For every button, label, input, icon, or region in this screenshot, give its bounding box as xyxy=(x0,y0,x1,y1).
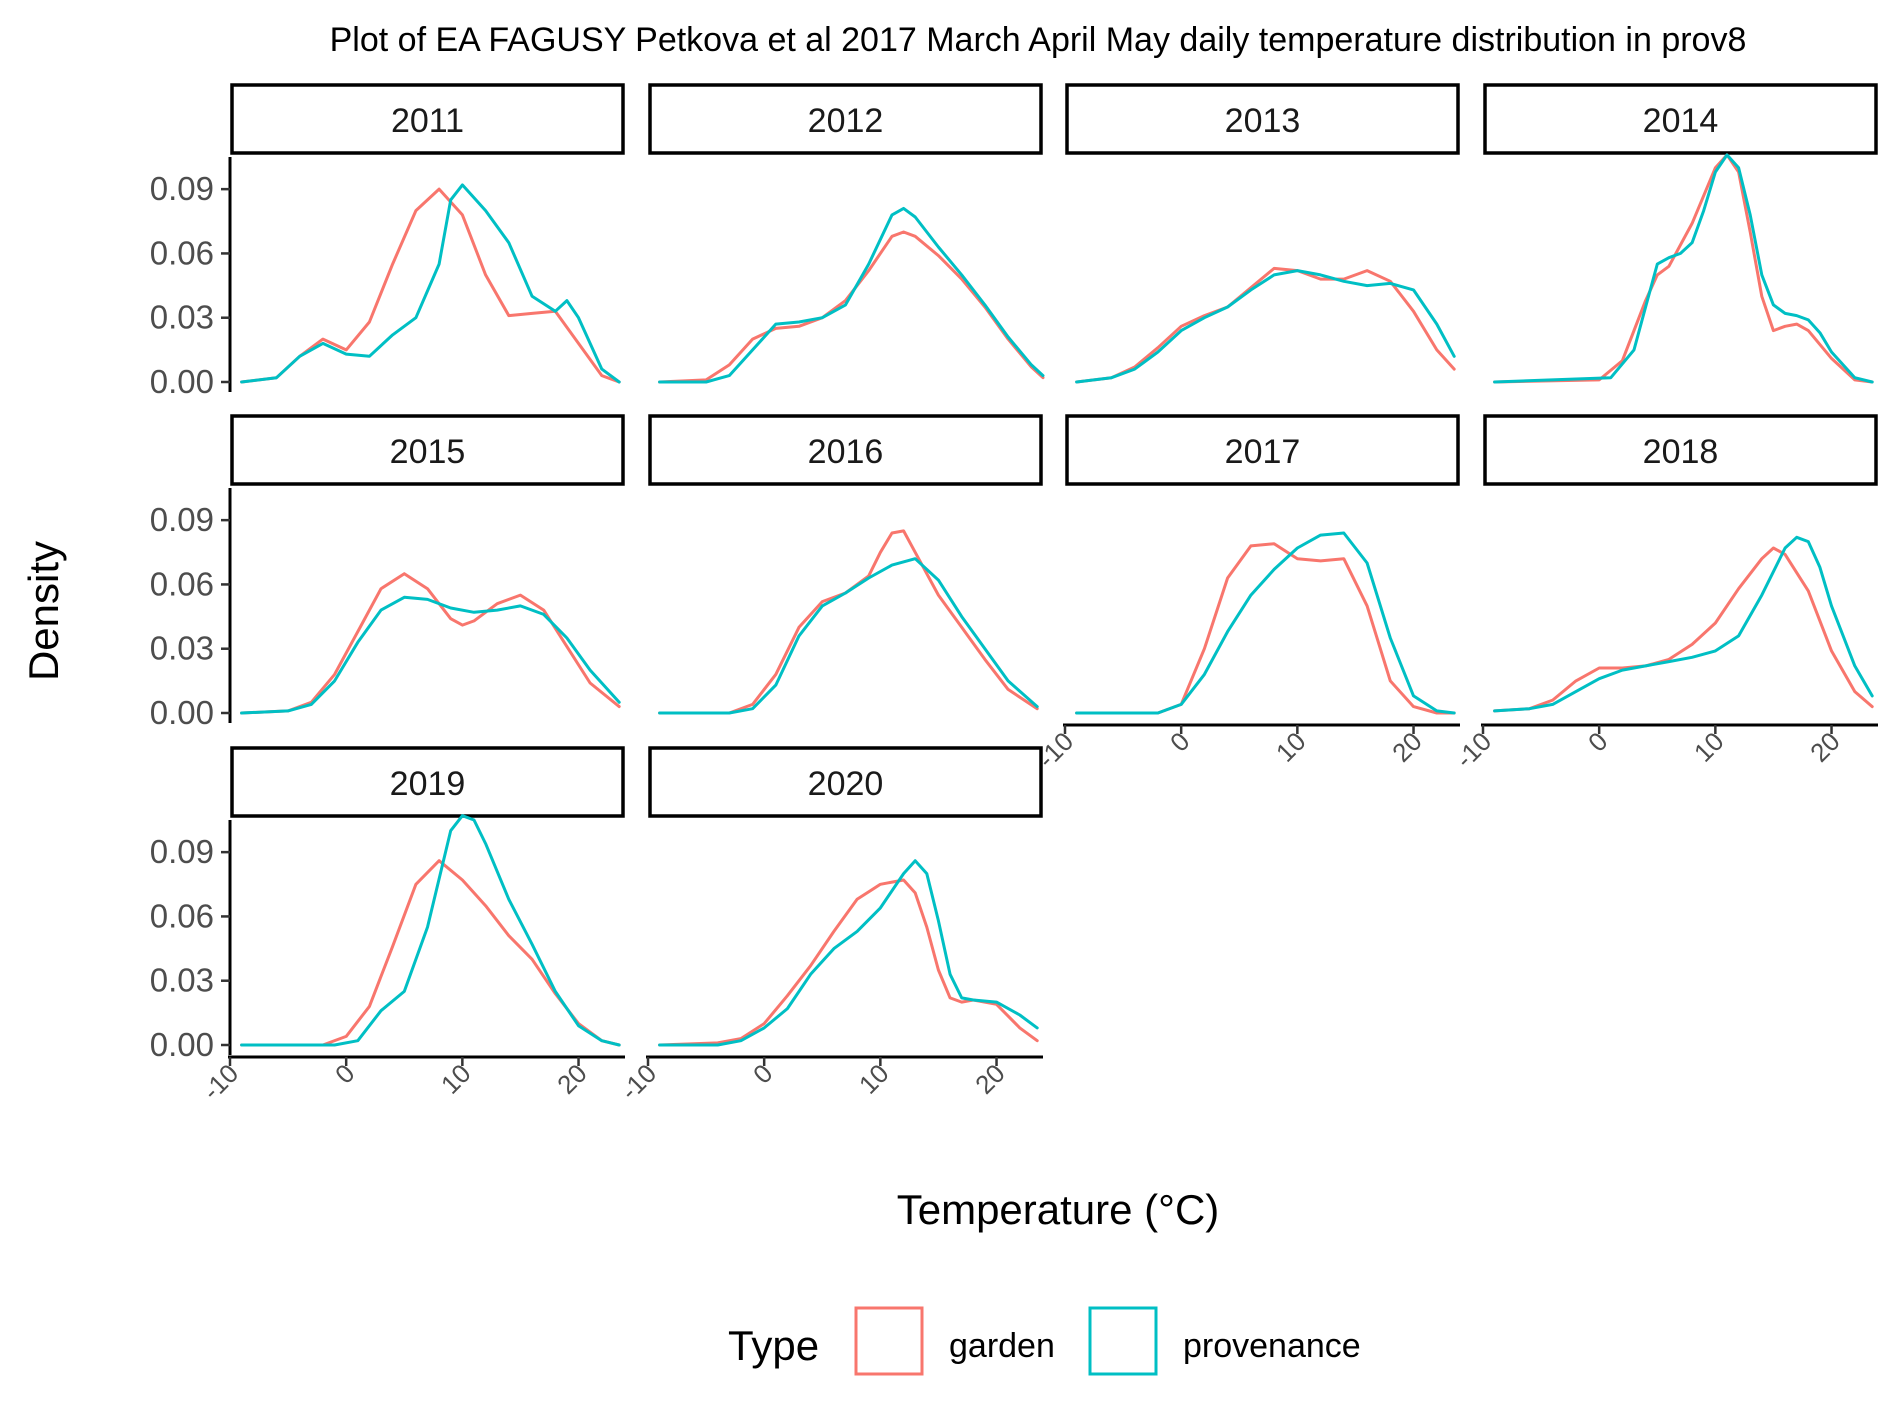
y-tick-label-2015-1: 0.03 xyxy=(150,630,214,667)
facet-strip-2014 xyxy=(1483,83,1878,155)
facet-strip-label-2018: 2018 xyxy=(1643,433,1719,471)
facet-strip-2019 xyxy=(230,746,625,818)
facet-strip-label-2019: 2019 xyxy=(390,765,466,803)
facet-strip-label-2016: 2016 xyxy=(808,433,884,471)
facet-panel-2014: 2014 xyxy=(1483,83,1878,384)
facet-panel-2012: 2012 xyxy=(648,83,1045,384)
legend-key-garden xyxy=(854,1306,924,1376)
facet-strip-2020 xyxy=(648,746,1043,818)
facet-panel-2016: 2016 xyxy=(648,414,1043,715)
legend-title: Type xyxy=(728,1322,819,1369)
density-curve-garden-2018 xyxy=(1493,546,1874,713)
y-tick-label-2019-2: 0.06 xyxy=(150,897,214,934)
legend-label-garden: garden xyxy=(949,1327,1055,1365)
facet-panel-2015: 2015 0.00 0.03 0.06 0.09 xyxy=(150,414,625,731)
y-tick-label-2019-0: 0.00 xyxy=(150,1026,214,1063)
facet-strip-2015 xyxy=(230,414,625,486)
density-curve-provenance-2016 xyxy=(658,557,1039,715)
facet-strip-2018 xyxy=(1483,414,1878,486)
legend: Type garden provenance xyxy=(728,1306,1361,1376)
density-curve-provenance-2015 xyxy=(240,595,621,715)
density-curve-garden-2017 xyxy=(1075,542,1456,715)
density-curve-provenance-2012 xyxy=(658,206,1045,384)
facet-strip-label-2017: 2017 xyxy=(1225,433,1301,471)
facet-strip-2012 xyxy=(648,83,1043,155)
y-tick-label-2011-3: 0.09 xyxy=(150,170,214,207)
facet-panel-2011: 2011 0.00 0.03 0.06 0.09 xyxy=(150,83,625,400)
facet-strip-2017 xyxy=(1065,414,1460,486)
density-curve-provenance-2014 xyxy=(1493,153,1874,384)
y-tick-label-2011-0: 0.00 xyxy=(150,363,214,400)
chart-title: Plot of EA FAGUSY Petkova et al 2017 Mar… xyxy=(330,21,1747,59)
facet-strip-2016 xyxy=(648,414,1043,486)
y-axis-title: Density xyxy=(20,541,67,681)
density-curve-provenance-2020 xyxy=(658,859,1039,1047)
y-tick-label-2015-3: 0.09 xyxy=(150,501,214,538)
facet-strip-2011 xyxy=(230,83,625,155)
density-curve-provenance-2017 xyxy=(1075,531,1456,715)
density-curve-garden-2011 xyxy=(240,187,621,384)
density-curve-provenance-2013 xyxy=(1075,269,1456,384)
facet-strip-2013 xyxy=(1065,83,1460,155)
density-curve-provenance-2011 xyxy=(240,183,621,384)
facet-strip-label-2011: 2011 xyxy=(391,102,464,140)
y-tick-label-2015-0: 0.00 xyxy=(150,694,214,731)
density-curve-garden-2013 xyxy=(1075,266,1456,384)
density-curve-provenance-2019 xyxy=(240,814,621,1047)
y-tick-label-2019-3: 0.09 xyxy=(150,833,214,870)
y-tick-label-2011-1: 0.03 xyxy=(150,299,214,336)
y-tick-label-2019-1: 0.03 xyxy=(150,962,214,999)
facet-strip-label-2015: 2015 xyxy=(390,433,466,471)
facet-strip-label-2020: 2020 xyxy=(808,765,884,803)
legend-key-provenance xyxy=(1088,1306,1158,1376)
facet-strip-label-2014: 2014 xyxy=(1643,102,1719,140)
density-curve-garden-2016 xyxy=(658,529,1039,715)
x-axis-title: Temperature (°C) xyxy=(897,1186,1220,1233)
density-curve-provenance-2018 xyxy=(1493,535,1874,713)
legend-label-provenance: provenance xyxy=(1183,1327,1361,1365)
y-tick-label-2015-2: 0.06 xyxy=(150,565,214,602)
facet-panels: 2011 0.00 0.03 0.06 0.09 2012 2013 2014 2015 0.00… xyxy=(150,83,1878,1106)
facet-panel-2013: 2013 xyxy=(1065,83,1460,384)
facet-strip-label-2012: 2012 xyxy=(808,102,884,140)
facet-strip-label-2013: 2013 xyxy=(1225,102,1301,140)
y-tick-label-2011-2: 0.06 xyxy=(150,234,214,271)
